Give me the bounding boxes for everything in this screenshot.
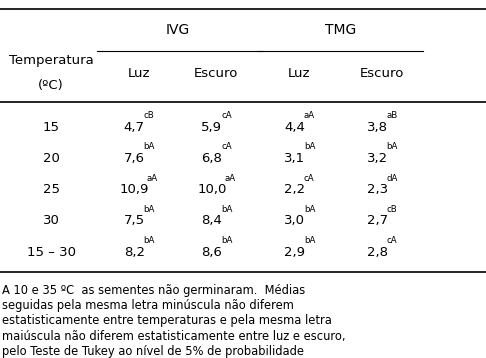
Text: Luz: Luz <box>288 67 310 80</box>
Text: pelo Teste de Tukey ao nível de 5% de probabilidade: pelo Teste de Tukey ao nível de 5% de pr… <box>2 345 304 358</box>
Text: bA: bA <box>222 205 233 214</box>
Text: 4,7: 4,7 <box>123 121 145 134</box>
Text: Escuro: Escuro <box>194 67 239 80</box>
Text: 10,9: 10,9 <box>120 183 149 196</box>
Text: TMG: TMG <box>325 23 356 38</box>
Text: 15 – 30: 15 – 30 <box>27 246 75 259</box>
Text: cA: cA <box>304 174 314 183</box>
Text: Escuro: Escuro <box>359 67 404 80</box>
Text: 30: 30 <box>43 214 59 227</box>
Text: aA: aA <box>146 174 157 183</box>
Text: Temperatura: Temperatura <box>9 54 93 67</box>
Text: bA: bA <box>387 142 398 151</box>
Text: 2,2: 2,2 <box>284 183 305 196</box>
Text: 3,1: 3,1 <box>284 152 305 165</box>
Text: 8,2: 8,2 <box>123 246 145 259</box>
Text: bA: bA <box>144 205 155 214</box>
Text: maiúscula não diferem estatisticamente entre luz e escuro,: maiúscula não diferem estatisticamente e… <box>2 330 346 343</box>
Text: bA: bA <box>222 236 233 246</box>
Text: aA: aA <box>224 174 235 183</box>
Text: 10,0: 10,0 <box>197 183 226 196</box>
Text: 4,4: 4,4 <box>284 121 305 134</box>
Text: cA: cA <box>387 236 397 246</box>
Text: bA: bA <box>304 142 315 151</box>
Text: bA: bA <box>304 236 315 246</box>
Text: 2,7: 2,7 <box>366 214 388 227</box>
Text: estatisticamente entre temperaturas e pela mesma letra: estatisticamente entre temperaturas e pe… <box>2 314 332 327</box>
Text: (ºC): (ºC) <box>38 79 64 92</box>
Text: 2,3: 2,3 <box>366 183 388 196</box>
Text: 8,4: 8,4 <box>202 214 222 227</box>
Text: 20: 20 <box>43 152 59 165</box>
Text: cA: cA <box>222 142 232 151</box>
Text: IVG: IVG <box>165 23 190 38</box>
Text: aA: aA <box>304 111 315 120</box>
Text: aB: aB <box>387 111 398 120</box>
Text: 25: 25 <box>43 183 59 196</box>
Text: seguidas pela mesma letra minúscula não diferem: seguidas pela mesma letra minúscula não … <box>2 299 295 312</box>
Text: 6,8: 6,8 <box>202 152 222 165</box>
Text: 2,9: 2,9 <box>284 246 305 259</box>
Text: 5,9: 5,9 <box>201 121 223 134</box>
Text: bA: bA <box>144 142 155 151</box>
Text: 2,8: 2,8 <box>366 246 388 259</box>
Text: cB: cB <box>144 111 155 120</box>
Text: 8,6: 8,6 <box>202 246 222 259</box>
Text: 3,2: 3,2 <box>366 152 388 165</box>
Text: 15: 15 <box>43 121 59 134</box>
Text: dA: dA <box>387 174 398 183</box>
Text: 7,6: 7,6 <box>123 152 145 165</box>
Text: Luz: Luz <box>127 67 150 80</box>
Text: cA: cA <box>222 111 232 120</box>
Text: bA: bA <box>304 205 315 214</box>
Text: bA: bA <box>144 236 155 246</box>
Text: 3,0: 3,0 <box>284 214 305 227</box>
Text: cB: cB <box>387 205 398 214</box>
Text: 3,8: 3,8 <box>366 121 388 134</box>
Text: 7,5: 7,5 <box>123 214 145 227</box>
Text: A 10 e 35 ºC  as sementes não germinaram.  Médias: A 10 e 35 ºC as sementes não germinaram.… <box>2 284 306 296</box>
